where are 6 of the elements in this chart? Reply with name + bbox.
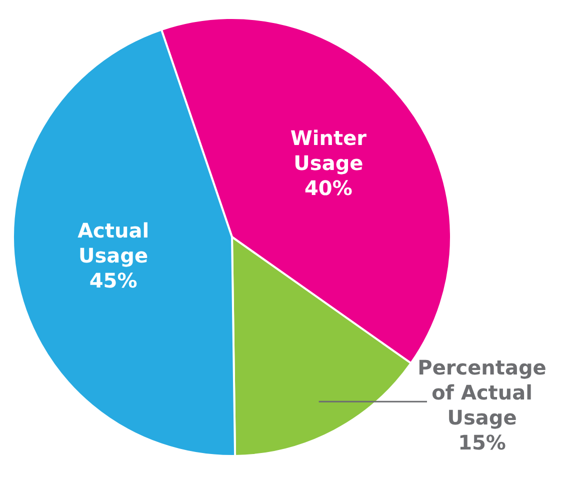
data-label: 40% <box>304 176 352 200</box>
slice-label: Actual Usage <box>78 218 150 268</box>
data-label: 15% <box>458 430 506 454</box>
slice-label: Percentage of Actual Usage <box>418 355 546 430</box>
slice-label: Winter Usage <box>290 126 367 176</box>
data-label: 45% <box>89 268 138 293</box>
